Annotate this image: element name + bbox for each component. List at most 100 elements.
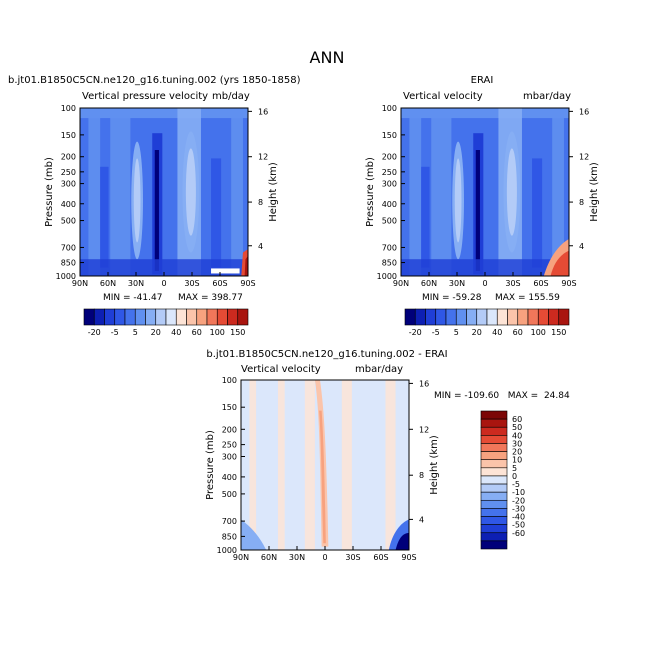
diff-colorbar-swatch xyxy=(480,499,508,509)
diff-colorbar-swatch xyxy=(480,467,508,477)
model-plot-ytick-label: 200 xyxy=(61,153,76,162)
model-plot-ytick-label: 150 xyxy=(61,131,76,140)
diff-colorbar-swatch xyxy=(480,418,508,428)
model-colorbar-label: -5 xyxy=(111,328,119,337)
diff-colorbar-swatch xyxy=(480,459,508,469)
diff-colorbar-label: -30 xyxy=(512,504,525,513)
erai-plot-xtick-label: 30N xyxy=(449,279,465,288)
model-subtitle-right: mb/day xyxy=(212,91,250,102)
diff-south-strong-negative xyxy=(395,533,409,550)
model-plot-xtick-label: 30S xyxy=(184,279,199,288)
model-plot-ytick-label: 250 xyxy=(61,168,76,177)
model-plot-xtick-label: 60N xyxy=(100,279,116,288)
erai-plot-ytick-label: 500 xyxy=(382,217,397,226)
field-top-band xyxy=(80,108,248,119)
diff-positive-band xyxy=(277,380,285,550)
erai-colorbar-label: 60 xyxy=(513,328,523,337)
diff-plot-xtick-label: 60S xyxy=(373,553,388,562)
diff-colorbar-swatch xyxy=(480,516,508,525)
field-subtropical-core xyxy=(454,158,462,243)
diff-panel-title: b.jt01.B1850C5CN.ne120_g16.tuning.002 - … xyxy=(206,349,448,360)
erai-colorbar-label: 40 xyxy=(492,328,502,337)
diff-colorbar-swatch xyxy=(480,491,508,501)
field-column xyxy=(88,108,101,276)
model-plot-y2tick-label: 12 xyxy=(258,153,268,162)
model-colorbar-swatch xyxy=(114,308,126,326)
diff-plot-ytick-label: 300 xyxy=(222,453,237,462)
model-plot-xtick-label: 90S xyxy=(240,279,255,288)
erai-colorbar-swatch xyxy=(476,308,488,326)
diff-plot-ytick-label: 850 xyxy=(222,532,237,541)
model-colorbar-label: 20 xyxy=(151,328,161,337)
diff-colorbar-label: 60 xyxy=(512,415,522,424)
page-title: ANN xyxy=(309,48,345,67)
diff-colorbar-label: -50 xyxy=(512,521,525,530)
erai-plot-ytick-label: 100 xyxy=(382,104,397,113)
erai-colorbar-label: -20 xyxy=(409,328,422,337)
erai-plot-y2tick-label: 8 xyxy=(579,198,584,207)
model-plot-y2tick-label: 16 xyxy=(258,107,268,116)
erai-colorbar-swatch xyxy=(414,308,426,326)
erai-colorbar-swatch xyxy=(435,308,447,326)
model-max-label: MAX = 398.77 xyxy=(178,293,243,303)
field-boundary-layer xyxy=(401,259,569,276)
erai-colorbar-swatch xyxy=(466,308,478,326)
erai-plot-xtick-label: 30S xyxy=(505,279,520,288)
diff-plot-xtick-label: 0 xyxy=(322,553,327,562)
diff-colorbar-swatch xyxy=(480,443,508,452)
field-subtropical-core xyxy=(133,158,141,243)
model-plot-y2tick-label: 4 xyxy=(258,242,263,251)
erai-colorbar-swatch xyxy=(496,308,508,326)
erai-plot-field xyxy=(401,108,569,276)
diff-colorbar-label: 0 xyxy=(512,472,517,481)
model-plot-ytick-label: 100 xyxy=(61,104,76,113)
model-colorbar-swatch xyxy=(93,308,105,326)
erai-plot-y2tick-label: 4 xyxy=(579,242,584,251)
diff-colorbar-swatch xyxy=(480,508,508,517)
field-midlat-ascent xyxy=(421,166,430,268)
model-colorbar-label: 40 xyxy=(171,328,181,337)
erai-plot-ytick-label: 1000 xyxy=(377,272,397,281)
erai-plot-ytick-label: 850 xyxy=(382,259,397,268)
model-plot-y2tick-label: 8 xyxy=(258,198,263,207)
model-plot-ylabel-right: Height (km) xyxy=(268,162,279,222)
erai-colorbar-swatch xyxy=(445,308,457,326)
diff-plot-xtick-label: 90N xyxy=(233,553,249,562)
field-itcz-core xyxy=(475,150,480,271)
model-colorbar-swatch xyxy=(124,308,136,326)
erai-min-label: MIN = -59.28 xyxy=(422,293,482,303)
erai-plot-ytick-label: 250 xyxy=(382,168,397,177)
model-subtitle-left: Vertical pressure velocity xyxy=(82,91,209,102)
erai-colorbar-swatch xyxy=(486,308,498,326)
erai-plot-ytick-label: 400 xyxy=(382,200,397,209)
diff-colorbar-swatch xyxy=(480,451,508,461)
field-antarctic-max xyxy=(244,255,248,276)
diff-plot-ylabel: Pressure (mb) xyxy=(205,430,216,500)
erai-colorbar-label: 20 xyxy=(472,328,482,337)
erai-colorbar-label: 5 xyxy=(454,328,459,337)
erai-colorbar-swatch xyxy=(455,308,467,326)
model-panel-title: b.jt01.B1850C5CN.ne120_g16.tuning.002 (y… xyxy=(8,75,301,86)
diff-equatorial-core xyxy=(319,410,326,544)
diff-plot-xtick-label: 30N xyxy=(289,553,305,562)
model-plot-xtick-label: 90N xyxy=(72,279,88,288)
erai-plot-y2tick-label: 16 xyxy=(579,107,589,116)
model-plot-ytick-label: 400 xyxy=(61,200,76,209)
model-plot-ytick-label: 850 xyxy=(61,259,76,268)
erai-plot-ytick-label: 200 xyxy=(382,153,397,162)
erai-colorbar-swatch xyxy=(548,308,560,326)
erai-subtitle-right: mbar/day xyxy=(523,91,572,102)
model-colorbar-swatch xyxy=(165,308,177,326)
diff-colorbar-swatch xyxy=(480,532,508,542)
erai-colorbar-swatch xyxy=(527,308,539,326)
field-southern-core xyxy=(506,148,517,236)
diff-positive-band xyxy=(341,380,352,550)
field-southern-core xyxy=(185,148,196,236)
diff-plot-y2tick-label: 12 xyxy=(419,425,429,434)
model-plot-xtick-label: 30N xyxy=(128,279,144,288)
erai-plot-ytick-label: 300 xyxy=(382,180,397,189)
diff-colorbar-label: -20 xyxy=(512,496,525,505)
diff-plot-ytick-label: 100 xyxy=(222,376,237,385)
field-itcz-core xyxy=(154,150,159,271)
